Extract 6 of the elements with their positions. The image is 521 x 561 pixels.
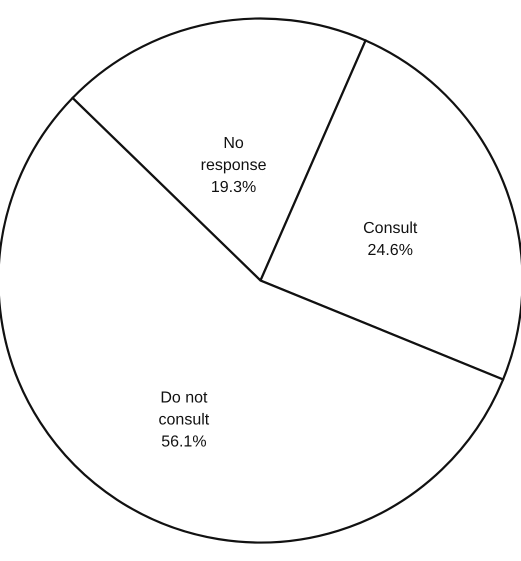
data-label: 56.1%: [161, 434, 207, 451]
slice-label: Consult: [363, 220, 418, 237]
data-label: 24.6%: [368, 242, 413, 259]
slice-label: Do not consult: [158, 390, 210, 429]
data-label: 19.3%: [210, 179, 256, 196]
slice-label: No response: [200, 135, 267, 174]
